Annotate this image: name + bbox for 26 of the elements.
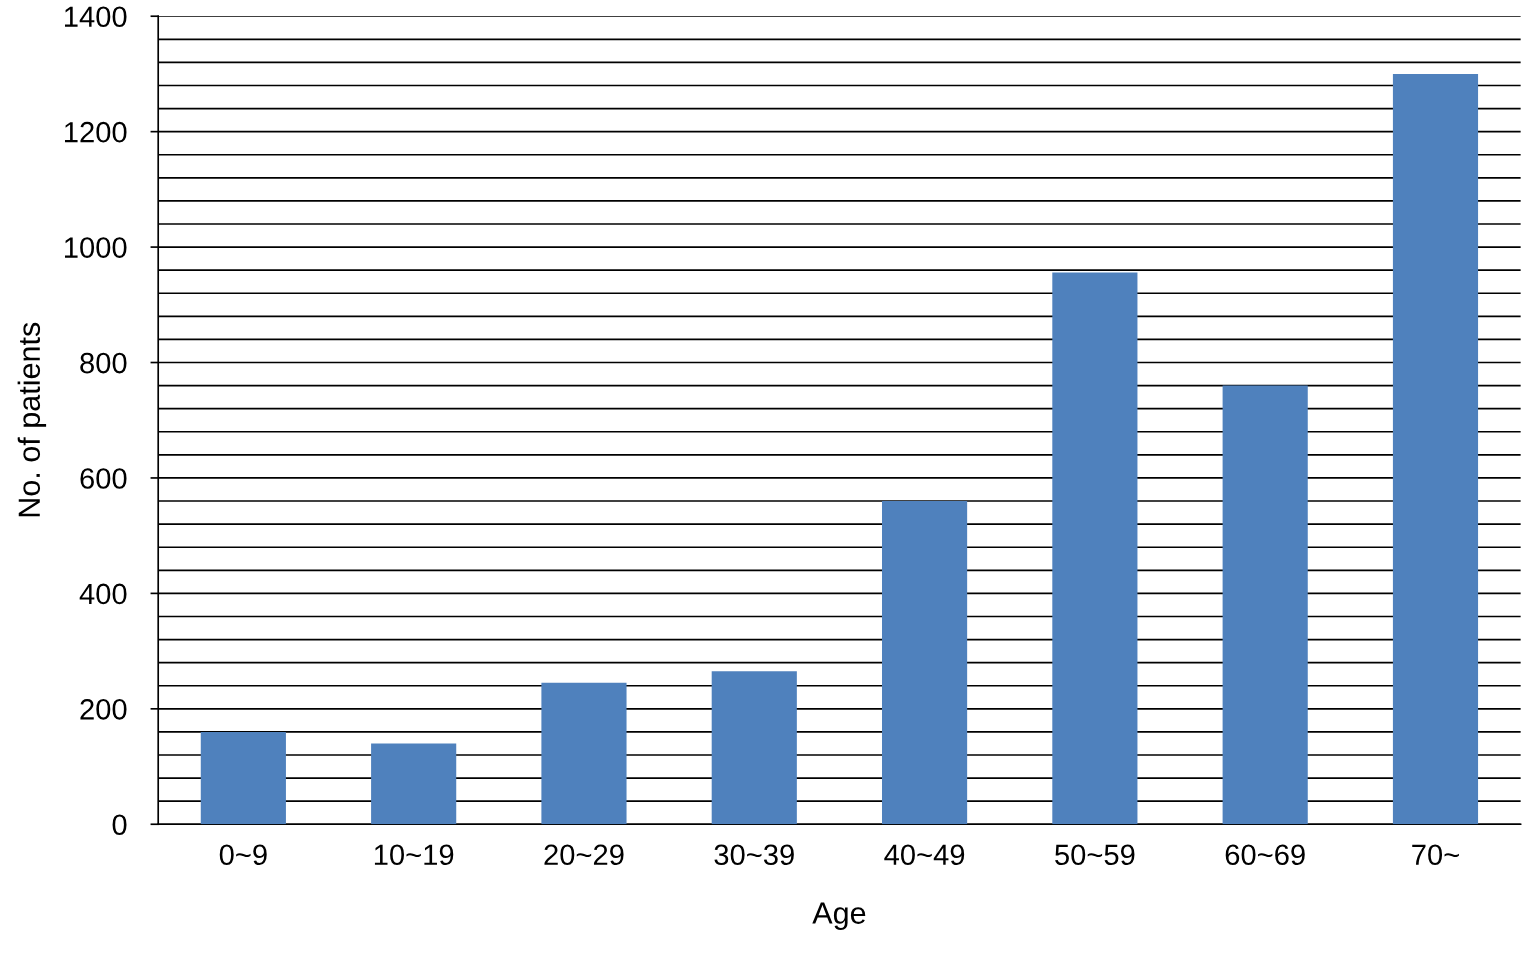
x-tick-label: 60~69 — [1225, 844, 1305, 866]
x-tick-label: 70~ — [1412, 844, 1459, 866]
x-axis-title: Age — [812, 902, 866, 930]
bar — [882, 501, 968, 825]
y-tick-label: 800 — [80, 352, 127, 374]
x-tick-label: 30~39 — [714, 844, 794, 866]
y-axis-title: No. of patients — [17, 322, 47, 517]
bar — [541, 682, 627, 825]
y-tick-label: 200 — [80, 699, 127, 720]
y-tick-label: 400 — [79, 583, 127, 605]
x-tick-label: 40~49 — [884, 844, 965, 866]
bar — [1052, 272, 1138, 825]
x-tick-label: 50~59 — [1055, 844, 1135, 866]
y-tick-label: 1000 — [65, 237, 127, 258]
x-tick-label: 0~9 — [219, 844, 267, 866]
bar — [1392, 73, 1479, 825]
x-tick-label: 20~29 — [544, 844, 624, 866]
y-tick-label: 0 — [112, 814, 127, 836]
y-tick-label: 1400 — [65, 6, 127, 28]
y-tick-label: 600 — [80, 468, 127, 489]
bar — [200, 731, 286, 825]
bar — [1222, 385, 1308, 825]
bar — [711, 671, 797, 825]
y-tick-label: 1200 — [65, 121, 127, 143]
bar — [371, 743, 457, 825]
x-tick-label: 10~19 — [374, 844, 454, 866]
